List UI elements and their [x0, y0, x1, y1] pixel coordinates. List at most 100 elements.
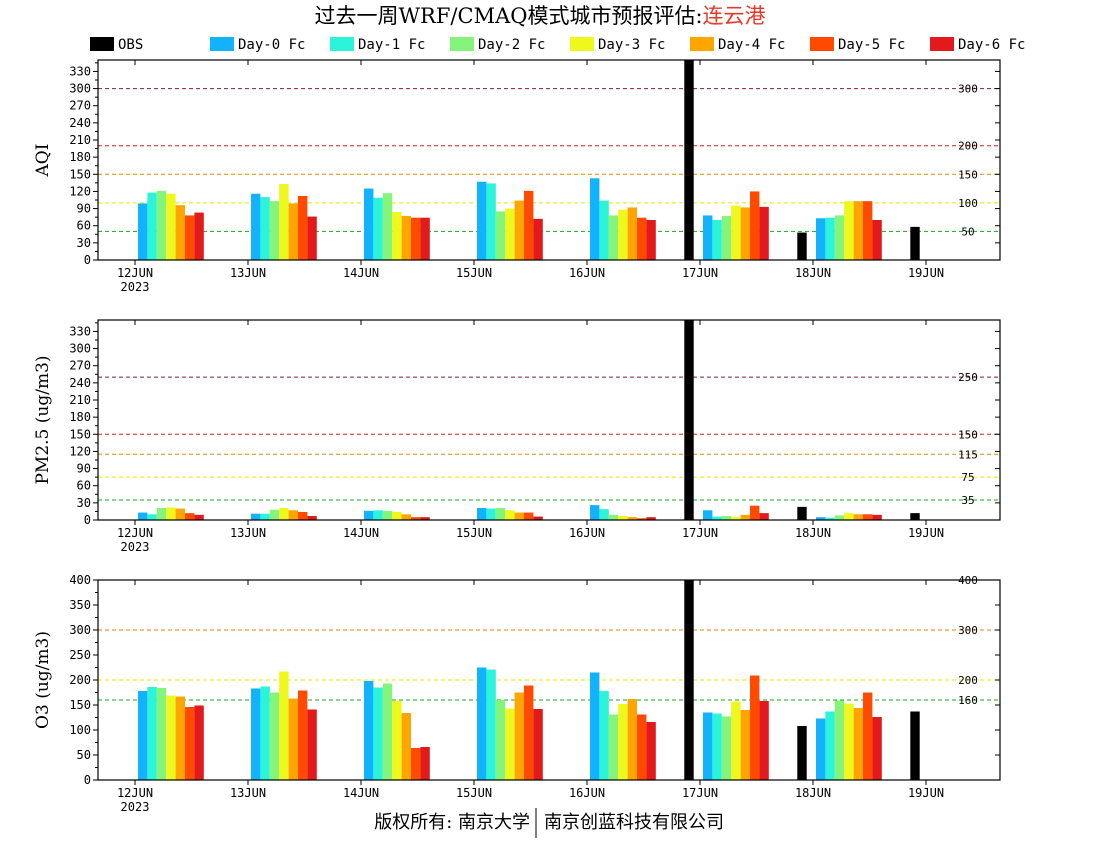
bar-day-6-fc-12jun	[194, 514, 204, 520]
bar-day-4-fc-14jun	[401, 713, 411, 780]
y-tick-label: 210	[69, 133, 91, 147]
y-tick-label: 120	[69, 444, 91, 458]
x-tick-label-19jun: 19JUN	[908, 266, 944, 280]
bar-day-0-fc-14jun	[364, 681, 374, 780]
x-tick-label-15jun: 15JUN	[456, 526, 492, 540]
bar-day-6-fc-15jun	[533, 516, 543, 520]
x-tick-label-18jun: 18JUN	[795, 786, 831, 800]
bar-day-2-fc-15jun	[495, 508, 506, 520]
x-tick-label-15jun: 15JUN	[456, 266, 492, 280]
bar-day-5-fc-17jun	[750, 191, 760, 260]
bar-day-6-fc-18jun	[872, 514, 882, 520]
bar-day-3-fc-15jun	[505, 208, 515, 260]
bar-day-5-fc-14jun	[411, 217, 421, 260]
bar-day-2-fc-13jun	[269, 201, 280, 260]
bar-day-0-fc-15jun	[477, 667, 487, 780]
y-tick-label: 150	[69, 167, 91, 181]
bar-day-5-fc-17jun	[750, 675, 760, 780]
y-tick-label: 250	[69, 648, 91, 662]
y-tick-label: 210	[69, 393, 91, 407]
x-tick-label-12jun: 12JUN	[117, 526, 153, 540]
x-year-label: 2023	[121, 280, 150, 294]
threshold-label-300: 300	[958, 624, 978, 637]
bar-day-3-fc-12jun	[166, 193, 176, 260]
x-tick-label-17jun: 17JUN	[682, 526, 718, 540]
bar-day-0-fc-17jun	[703, 510, 713, 520]
bar-day-2-fc-12jun	[156, 508, 167, 520]
bar-day-1-fc-14jun	[373, 510, 383, 520]
bar-day-5-fc-13jun	[298, 690, 308, 780]
bar-day-5-fc-18jun	[863, 692, 873, 780]
bar-day-0-fc-13jun	[251, 513, 261, 520]
bar-day-1-fc-17jun	[712, 713, 722, 780]
legend-swatch-day-3-fc	[570, 37, 594, 51]
threshold-label-200: 200	[958, 674, 978, 687]
bar-day-2-fc-18jun	[834, 515, 845, 520]
bar-day-6-fc-16jun	[646, 722, 656, 780]
bar-day-1-fc-18jun	[825, 711, 835, 780]
x-tick-label-17jun: 17JUN	[682, 266, 718, 280]
x-tick-label-16jun: 16JUN	[569, 266, 605, 280]
x-tick-label-19jun: 19JUN	[908, 526, 944, 540]
y-tick-label: 240	[69, 376, 91, 390]
bar-day-0-fc-18jun	[816, 218, 826, 260]
legend: OBS Day-0 Fc Day-1 Fc Day-2 Fc Day-3 Fc Day-4…	[90, 37, 1025, 53]
threshold-label-150: 150	[958, 428, 978, 441]
bar-day-4-fc-17jun	[740, 710, 750, 780]
bar-day-4-fc-14jun	[401, 514, 411, 520]
bar-day-3-fc-18jun	[844, 513, 854, 520]
bar-day-3-fc-13jun	[279, 508, 289, 520]
bar-day-2-fc-15jun	[495, 211, 506, 260]
bar-day-3-fc-12jun	[166, 695, 176, 780]
bar-day-4-fc-16jun	[627, 699, 637, 780]
bar-obs-18jun	[797, 232, 807, 260]
bar-day-6-fc-13jun	[307, 516, 317, 520]
bar-day-3-fc-16jun	[618, 516, 628, 520]
bar-day-2-fc-18jun	[834, 700, 845, 780]
bar-day-2-fc-12jun	[156, 190, 167, 260]
bar-day-3-fc-12jun	[166, 507, 176, 520]
bar-day-3-fc-13jun	[279, 671, 289, 780]
x-tick-label-12jun: 12JUN	[117, 266, 153, 280]
x-tick-label-15jun: 15JUN	[456, 786, 492, 800]
bar-day-2-fc-14jun	[382, 683, 393, 780]
bar-day-2-fc-18jun	[834, 215, 845, 260]
x-year-label: 2023	[121, 540, 150, 554]
bar-day-5-fc-18jun	[863, 514, 873, 520]
bar-day-3-fc-15jun	[505, 708, 515, 780]
bar-day-3-fc-14jun	[392, 212, 402, 260]
chart-title: 过去一周WRF/CMAQ模式城市预报评估:连云港	[314, 4, 765, 28]
bar-day-4-fc-17jun	[740, 514, 750, 520]
bar-day-4-fc-16jun	[627, 207, 637, 260]
y-tick-label: 90	[77, 202, 91, 216]
y-axis-label: AQI	[33, 144, 53, 178]
bar-day-4-fc-14jun	[401, 216, 411, 260]
bar-day-0-fc-15jun	[477, 508, 487, 520]
threshold-label-200: 200	[958, 140, 978, 153]
y-tick-label: 400	[69, 573, 91, 587]
bar-day-4-fc-13jun	[288, 698, 298, 780]
bar-day-4-fc-18jun	[853, 201, 863, 260]
y-tick-label: 330	[69, 64, 91, 78]
y-tick-label: 30	[77, 236, 91, 250]
threshold-label-300: 300	[958, 83, 978, 96]
bar-day-6-fc-16jun	[646, 220, 656, 260]
bar-day-4-fc-17jun	[740, 207, 750, 260]
bar-day-0-fc-13jun	[251, 688, 261, 780]
bar-day-1-fc-16jun	[599, 691, 609, 780]
bar-day-6-fc-13jun	[307, 709, 317, 780]
bar-day-5-fc-16jun	[637, 518, 647, 520]
y-axis-label: PM2.5 (ug/m3)	[33, 355, 53, 484]
bar-day-1-fc-14jun	[373, 197, 383, 260]
bar-day-5-fc-17jun	[750, 505, 760, 520]
y-tick-label: 300	[69, 342, 91, 356]
bar-day-3-fc-17jun	[731, 517, 741, 520]
bar-day-1-fc-12jun	[147, 687, 157, 780]
x-tick-label-16jun: 16JUN	[569, 526, 605, 540]
footer-right: 南京创蓝科技有限公司	[544, 812, 724, 833]
legend-label-day-3-fc: Day-3 Fc	[598, 37, 665, 53]
bar-day-2-fc-14jun	[382, 193, 393, 260]
y-tick-label: 270	[69, 99, 91, 113]
threshold-label-35: 35	[961, 494, 974, 507]
